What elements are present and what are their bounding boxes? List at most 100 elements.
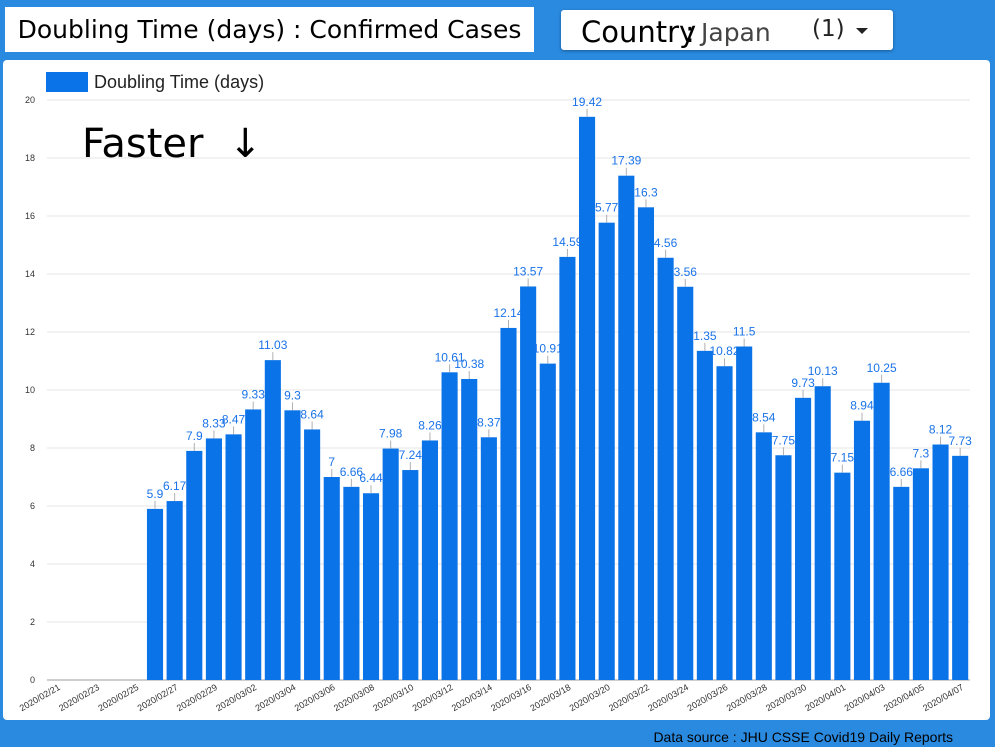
y-tick-label: 2 xyxy=(30,617,35,627)
bar-data-label: 5.77 xyxy=(595,201,619,215)
bar xyxy=(598,222,615,681)
faster-annotation: Faster ↓ xyxy=(82,121,262,167)
x-tick-label: 2020/03/22 xyxy=(607,682,651,713)
x-tick-label: 2020/03/10 xyxy=(371,682,415,713)
bar xyxy=(520,286,537,680)
bar xyxy=(952,455,969,680)
bar-data-label: 7.75 xyxy=(772,433,796,447)
bar-data-label: 7.3 xyxy=(913,446,930,460)
x-tick-label: 2020/03/24 xyxy=(646,682,690,713)
bar-data-label: 9.73 xyxy=(791,376,815,390)
bar xyxy=(284,410,301,680)
bar-data-label: 12.14 xyxy=(493,306,523,320)
x-tick-label: 2020/03/26 xyxy=(686,682,730,713)
bar-data-label: 8.12 xyxy=(929,423,953,437)
bar-data-label: 3.56 xyxy=(674,265,698,279)
bar xyxy=(441,372,458,680)
bar xyxy=(736,346,753,680)
bar xyxy=(264,360,281,680)
bar xyxy=(932,444,949,680)
bar-data-label: 5.9 xyxy=(147,487,164,501)
x-tick-label: 2020/02/29 xyxy=(175,682,219,713)
bar xyxy=(873,382,890,680)
data-source-note: Data source : JHU CSSE Covid19 Daily Rep… xyxy=(653,729,953,745)
bar xyxy=(205,438,222,680)
x-tick-label: 2020/04/05 xyxy=(882,682,926,713)
bar xyxy=(716,366,733,680)
x-tick-label: 2020/03/04 xyxy=(253,682,297,713)
y-tick-label: 10 xyxy=(25,385,35,395)
y-tick-label: 18 xyxy=(25,153,35,163)
x-tick-label: 2020/03/06 xyxy=(293,682,337,713)
country-filter-colon: : xyxy=(685,15,695,49)
bar xyxy=(146,508,164,680)
bar-data-label: 10.13 xyxy=(808,364,838,378)
bar-data-label: 6.44 xyxy=(359,471,383,485)
x-tick-label: 2020/03/14 xyxy=(450,682,494,713)
bar-data-label: 17.39 xyxy=(611,154,641,168)
bar xyxy=(382,448,399,680)
bar xyxy=(618,175,635,680)
bar xyxy=(480,437,497,680)
bar xyxy=(893,486,910,680)
y-tick-label: 20 xyxy=(25,95,35,105)
bar-data-label: 11.03 xyxy=(258,338,287,352)
bar xyxy=(304,429,321,680)
bar xyxy=(402,470,419,680)
bar-data-label: 8.33 xyxy=(202,416,226,430)
chart-title-box: Doubling Time (days) : Confirmed Cases xyxy=(5,7,534,52)
bar xyxy=(539,363,556,680)
faster-annotation-text: Faster xyxy=(82,121,204,167)
bar-data-label: 4.56 xyxy=(654,236,678,250)
x-tick-label: 2020/04/03 xyxy=(843,682,887,713)
bar-data-label: 9.3 xyxy=(284,388,301,402)
country-filter-value: Japan xyxy=(701,18,771,47)
x-tick-label: 2020/03/30 xyxy=(764,682,808,713)
chart-title: Doubling Time (days) : Confirmed Cases xyxy=(17,15,522,44)
bar xyxy=(225,434,242,680)
y-tick-label: 6 xyxy=(30,501,35,511)
country-filter-count: (1) xyxy=(812,16,845,42)
y-tick-label: 14 xyxy=(25,269,35,279)
x-tick-label: 2020/03/28 xyxy=(725,682,769,713)
bar xyxy=(755,432,772,680)
bar xyxy=(657,257,674,680)
caret-down-icon[interactable] xyxy=(856,28,868,34)
bar-data-label: 16.3 xyxy=(634,185,658,199)
bar-data-label: 7.15 xyxy=(831,451,855,465)
bar xyxy=(461,378,478,680)
bar-data-label: 10.61 xyxy=(435,350,465,364)
x-tick-label: 2020/03/08 xyxy=(332,682,376,713)
bar-data-label: 8.26 xyxy=(418,418,442,432)
country-filter-label: Country xyxy=(581,15,697,49)
bar-data-label: 7.73 xyxy=(949,434,973,448)
bar xyxy=(677,286,694,680)
legend-swatch xyxy=(46,72,88,92)
country-filter-dropdown[interactable]: Country: Japan (1) xyxy=(561,10,893,50)
bar-chart: 0 2 4 6 8 10 12 14 16 18 20 Doubling Time (days) 5.9… xyxy=(18,72,973,713)
y-tick-label: 8 xyxy=(30,443,35,453)
bar-data-label: 9.33 xyxy=(242,387,266,401)
bar xyxy=(834,472,851,680)
bar-data-label: 7.24 xyxy=(399,448,423,462)
bar-data-label: 7 xyxy=(328,455,335,469)
x-tick-label: 2020/03/16 xyxy=(489,682,533,713)
bar-data-label: 14.59 xyxy=(552,235,582,249)
bar-data-label: 8.94 xyxy=(850,399,874,413)
bar-data-label: 8.37 xyxy=(477,415,501,429)
bar xyxy=(559,256,576,680)
bar-data-label: 10.82 xyxy=(710,344,740,358)
bar xyxy=(637,207,655,681)
bar xyxy=(362,493,380,680)
bar xyxy=(245,409,262,680)
bar-data-label: 11.5 xyxy=(733,325,756,339)
y-tick-label: 0 xyxy=(30,675,35,685)
bar xyxy=(795,397,812,680)
bar-data-label: 13.57 xyxy=(513,264,543,278)
x-tick-label: 2020/02/25 xyxy=(96,682,140,713)
bar-data-label: 8.54 xyxy=(752,410,776,424)
bar-data-label: 10.38 xyxy=(454,357,484,371)
bar xyxy=(421,440,438,680)
bar-data-label: 7.98 xyxy=(379,427,403,441)
x-tick-label: 2020/03/20 xyxy=(568,682,612,713)
